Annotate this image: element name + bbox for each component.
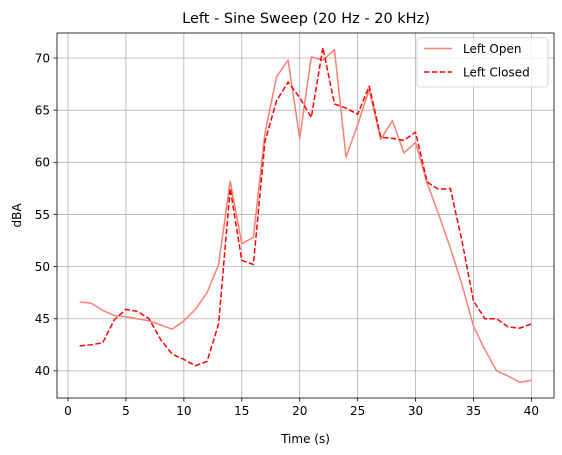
- y-tick-label: 55: [35, 208, 50, 222]
- x-tick-label: 0: [64, 404, 72, 418]
- series-line-left-open: [79, 48, 532, 384]
- ticks: 0 5 10 15 20 25 30 35 40 40 45 50 55 60 65 70: [35, 51, 539, 418]
- legend: Left Open Left Closed: [416, 37, 549, 88]
- chart-title: Left - Sine Sweep (20 Hz - 20 kHz): [182, 11, 430, 27]
- y-tick-label: 70: [35, 51, 50, 65]
- x-tick-label: 5: [122, 404, 130, 418]
- x-tick-label: 35: [466, 404, 481, 418]
- y-tick-label: 45: [35, 312, 50, 326]
- series-layer: [79, 46, 532, 384]
- y-tick-label: 50: [35, 260, 50, 274]
- plot-frame: [56, 32, 555, 399]
- y-tick-label: 65: [35, 103, 50, 117]
- series-line-left-closed: [79, 46, 532, 367]
- x-tick-label: 40: [524, 404, 539, 418]
- x-tick-label: 20: [292, 404, 307, 418]
- y-tick-label: 40: [35, 364, 50, 378]
- x-tick-label: 30: [408, 404, 423, 418]
- x-tick-label: 25: [350, 404, 365, 418]
- x-axis-label: Time (s): [280, 432, 330, 446]
- x-tick-label: 15: [234, 404, 249, 418]
- y-tick-label: 60: [35, 156, 50, 170]
- legend-label-left-open: Left Open: [463, 42, 521, 56]
- legend-label-left-closed: Left Closed: [463, 66, 530, 80]
- y-axis-label: dBA: [10, 203, 24, 228]
- legend-box: [416, 37, 549, 88]
- x-tick-label: 10: [176, 404, 191, 418]
